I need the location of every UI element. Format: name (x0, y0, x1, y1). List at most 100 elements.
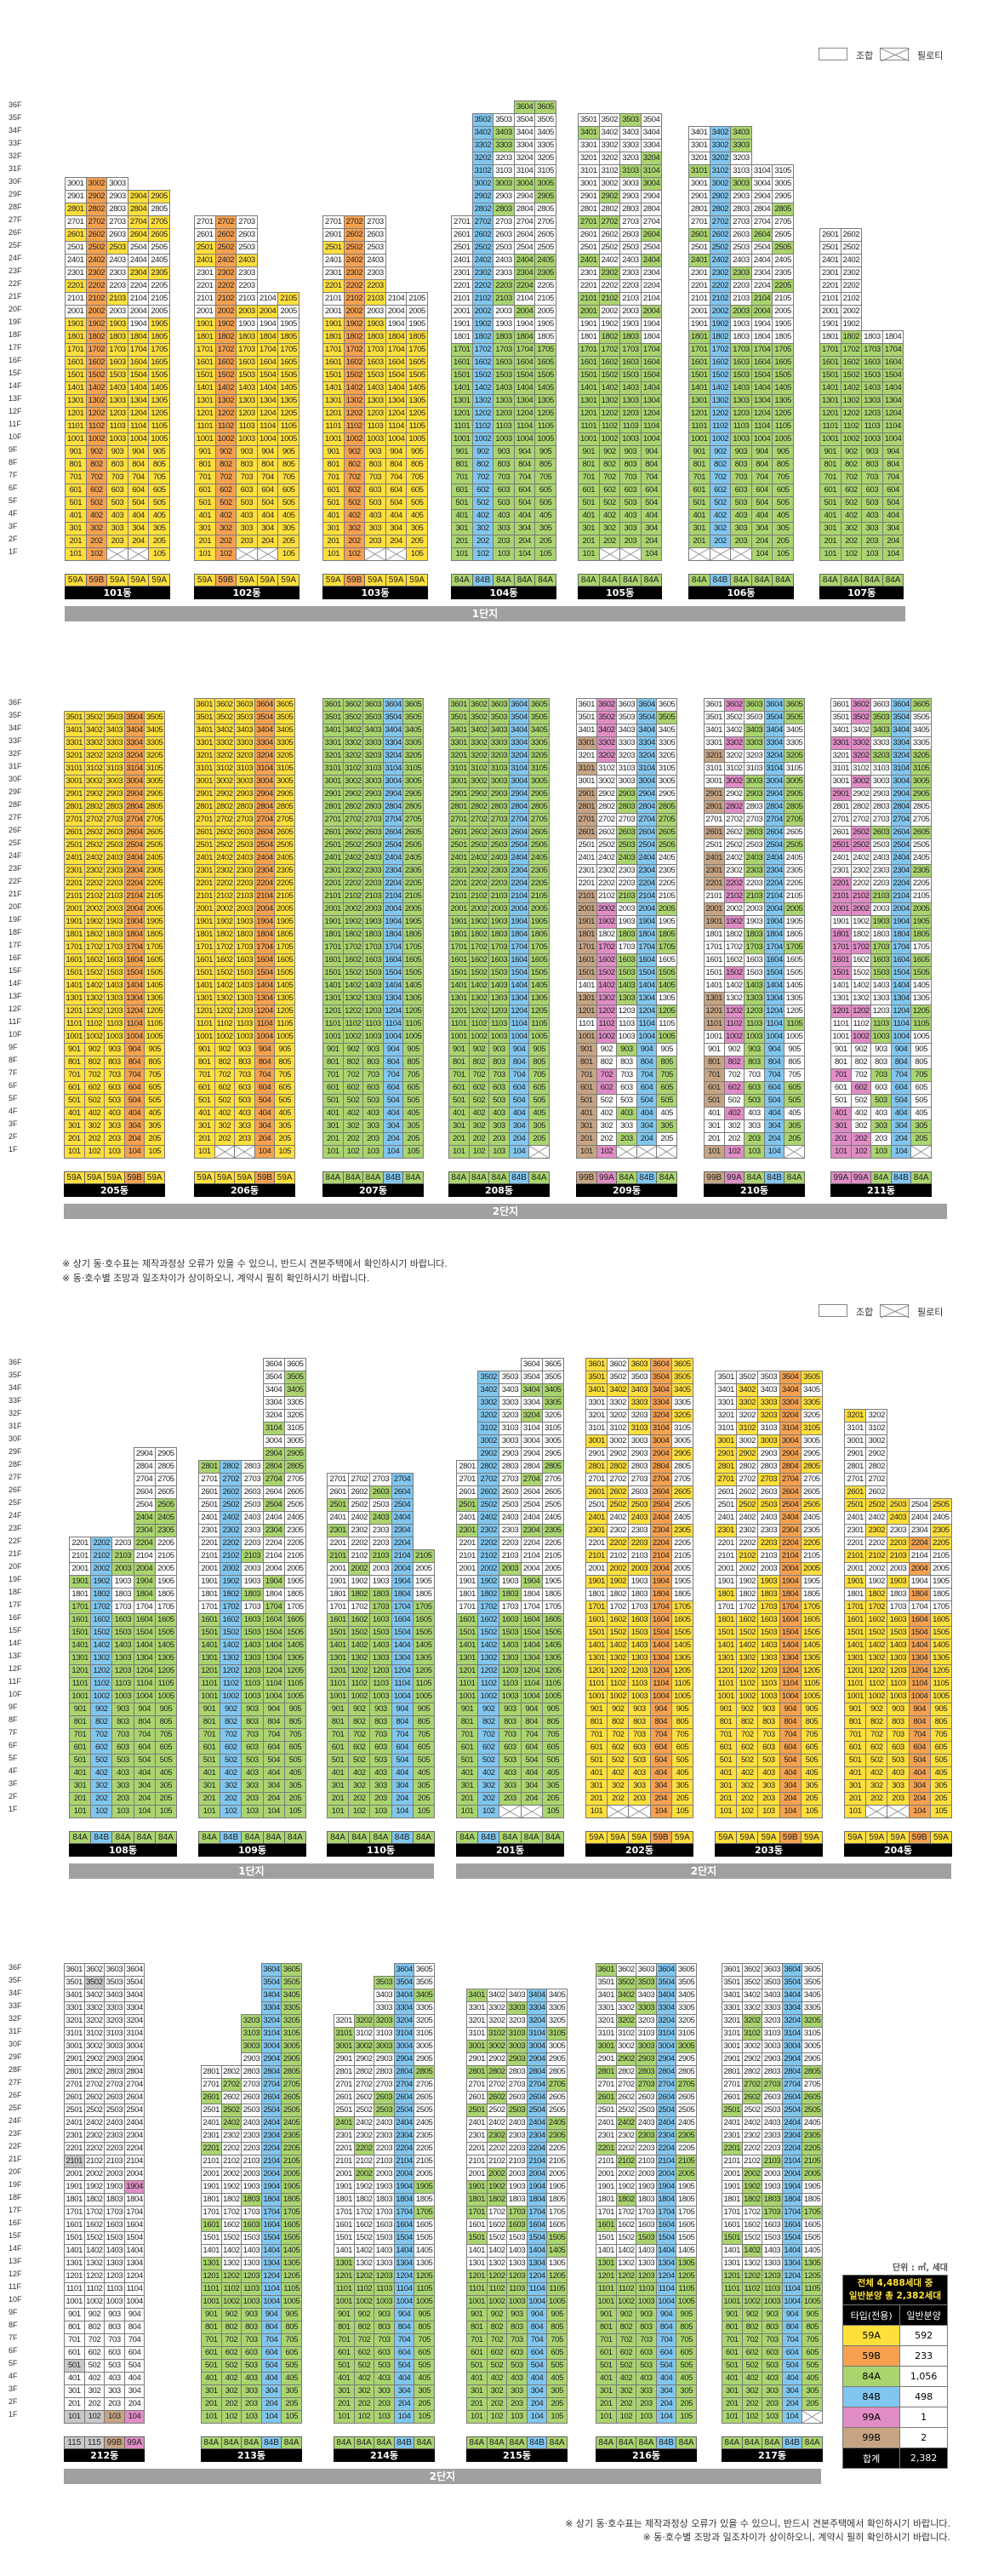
unit-cell[interactable]: 305 (800, 1778, 823, 1793)
unit-cell[interactable]: 2203 (241, 1536, 264, 1550)
unit-cell[interactable]: 1202 (85, 406, 108, 421)
unit-cell[interactable]: 704 (382, 1068, 404, 1082)
unit-cell[interactable]: 502 (615, 2358, 637, 2373)
unit-cell[interactable]: 2102 (348, 1548, 371, 1563)
unit-cell[interactable]: 2104 (133, 1548, 156, 1563)
unit-cell[interactable]: 2803 (628, 1459, 651, 1474)
unit-cell[interactable]: 1305 (148, 393, 170, 408)
unit-cell[interactable]: 3003 (762, 2039, 783, 2053)
unit-cell[interactable]: 405 (406, 508, 428, 523)
unit-cell[interactable]: 1201 (715, 1663, 738, 1678)
unit-cell[interactable]: 2802 (477, 1459, 500, 1474)
unit-cell[interactable]: 1402 (83, 978, 106, 993)
unit-cell[interactable]: 1503 (374, 2230, 395, 2245)
unit-cell[interactable]: 1401 (830, 978, 852, 993)
unit-cell[interactable]: 1504 (640, 368, 663, 382)
unit-cell[interactable]: 1504 (262, 1625, 285, 1640)
unit-cell[interactable]: 1904 (655, 2179, 677, 2194)
unit-cell[interactable]: 1901 (69, 1574, 92, 1589)
unit-cell[interactable]: 1404 (508, 978, 530, 993)
unit-cell[interactable]: 1302 (709, 393, 732, 408)
unit-cell[interactable]: 2805 (541, 1459, 564, 1474)
unit-cell[interactable]: 3005 (281, 2039, 302, 2053)
unit-cell[interactable]: 2205 (144, 876, 165, 890)
unit-cell[interactable]: 2301 (198, 1523, 221, 1537)
unit-cell[interactable]: 502 (477, 1753, 500, 1767)
unit-cell[interactable]: 1401 (585, 1638, 608, 1652)
unit-cell[interactable]: 601 (69, 1740, 92, 1755)
unit-cell[interactable]: 601 (704, 1080, 725, 1095)
unit-cell[interactable]: 803 (493, 457, 515, 472)
unit-cell[interactable]: 203 (104, 1131, 125, 1146)
unit-cell[interactable]: 2805 (148, 202, 170, 216)
unit-cell[interactable]: 2801 (448, 799, 470, 814)
unit-cell[interactable]: 1704 (881, 342, 904, 357)
unit-cell[interactable]: 2902 (741, 2052, 763, 2066)
unit-cell[interactable]: 803 (234, 1055, 255, 1069)
unit-cell[interactable]: 1601 (334, 2218, 355, 2232)
unit-cell[interactable]: 602 (723, 1080, 745, 1095)
unit-cell[interactable]: 3001 (844, 1434, 867, 1448)
unit-cell[interactable]: 2004 (520, 1561, 543, 1576)
unit-cell[interactable]: 2305 (910, 863, 932, 878)
unit-cell[interactable]: 2004 (908, 1561, 931, 1576)
unit-cell[interactable]: 901 (194, 1042, 215, 1056)
unit-cell[interactable]: 2703 (506, 2077, 528, 2092)
unit-cell[interactable]: 1603 (362, 953, 384, 967)
unit-cell[interactable]: 505 (670, 1753, 693, 1767)
unit-cell[interactable]: 2801 (64, 2064, 85, 2079)
unit-cell[interactable]: 2401 (830, 850, 852, 865)
unit-cell[interactable]: 1902 (486, 2179, 508, 2194)
unit-cell[interactable]: 3604 (763, 697, 785, 712)
unit-cell[interactable]: 3105 (670, 1421, 693, 1435)
unit-cell[interactable]: 3203 (870, 748, 892, 763)
unit-cell[interactable]: 2304 (750, 266, 773, 280)
unit-cell[interactable]: 3402 (598, 125, 621, 140)
unit-cell[interactable]: 1201 (322, 1004, 344, 1018)
unit-cell[interactable]: 2202 (85, 278, 108, 293)
unit-cell[interactable]: 3102 (83, 761, 106, 776)
unit-cell[interactable]: 3002 (214, 774, 236, 788)
unit-cell[interactable]: 705 (800, 1727, 823, 1742)
unit-cell[interactable]: 1902 (220, 2179, 242, 2194)
unit-cell[interactable]: 3404 (382, 723, 404, 737)
unit-cell[interactable]: 1404 (520, 1638, 543, 1652)
unit-cell[interactable]: 1502 (865, 1625, 888, 1640)
unit-cell[interactable]: 204 (636, 1131, 658, 1146)
unit-cell[interactable]: 3201 (578, 151, 600, 165)
unit-cell[interactable]: 2004 (385, 304, 408, 318)
unit-cell[interactable]: 2804 (123, 2064, 145, 2079)
unit-cell[interactable]: 1004 (526, 2294, 548, 2309)
unit-cell[interactable]: 804 (881, 457, 904, 472)
unit-cell[interactable]: 1704 (526, 2205, 548, 2219)
unit-cell[interactable]: 2404 (781, 2115, 803, 2130)
unit-cell[interactable]: 1204 (890, 1004, 912, 1018)
unit-cell[interactable]: 801 (578, 457, 600, 472)
unit-cell[interactable]: 3303 (499, 1395, 522, 1410)
unit-cell[interactable]: 1802 (471, 329, 494, 344)
unit-cell[interactable]: 1001 (819, 432, 842, 446)
unit-cell[interactable]: 1105 (528, 1016, 550, 1031)
unit-cell[interactable]: 2302 (214, 863, 236, 878)
unit-cell[interactable]: 104 (881, 547, 904, 561)
unit-cell[interactable]: 2105 (283, 1548, 306, 1563)
unit-cell[interactable]: 2101 (576, 889, 597, 903)
unit-cell[interactable]: 201 (456, 1791, 479, 1806)
unit-cell[interactable]: 3102 (723, 761, 745, 776)
unit-cell[interactable]: 1102 (709, 419, 732, 433)
unit-cell[interactable]: 2101 (64, 889, 85, 903)
unit-cell[interactable]: 1602 (865, 1612, 888, 1627)
unit-cell[interactable]: 2601 (334, 2090, 355, 2104)
unit-cell[interactable]: 2803 (636, 2064, 657, 2079)
unit-cell[interactable]: 3202 (468, 748, 490, 763)
unit-cell[interactable]: 403 (628, 1766, 651, 1780)
unit-cell[interactable]: 2403 (364, 253, 386, 267)
unit-cell[interactable]: 101 (722, 2409, 743, 2424)
unit-cell[interactable]: 704 (260, 2333, 282, 2347)
unit-cell[interactable]: 1105 (929, 1676, 952, 1691)
unit-cell[interactable]: 1205 (528, 1004, 550, 1018)
unit-cell[interactable]: 2402 (343, 253, 366, 267)
unit-cell[interactable]: 3205 (414, 2013, 435, 2028)
unit-cell[interactable]: 1205 (148, 406, 170, 421)
unit-cell[interactable]: 3001 (578, 176, 600, 191)
